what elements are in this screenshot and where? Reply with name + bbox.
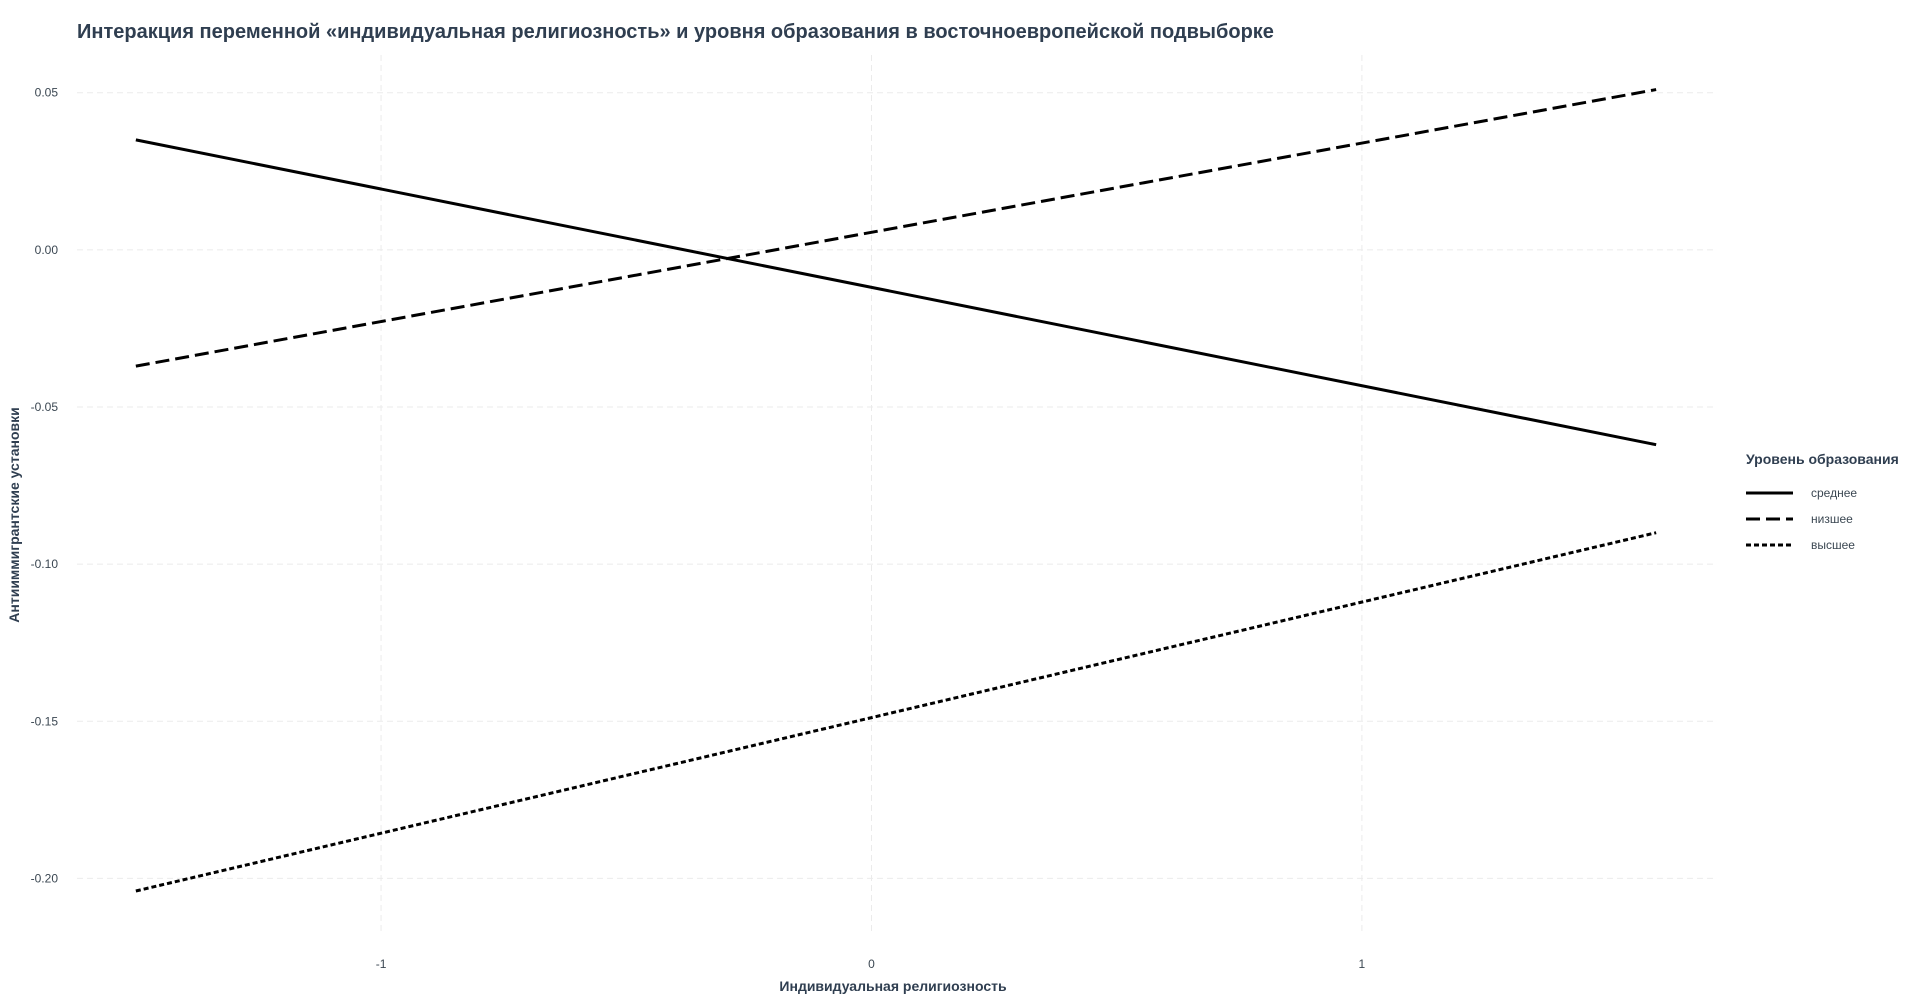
y-tick-label: 0.05 <box>35 86 59 100</box>
series-line-3 <box>135 531 1657 893</box>
y-axis-ticks: -0.20 -0.15 -0.10 -0.05 0.00 0.05 <box>31 86 59 886</box>
series-lines <box>135 88 1657 893</box>
y-tick-label: -0.10 <box>31 557 59 571</box>
legend-label: низшее <box>1811 512 1853 526</box>
series-line-1 <box>135 138 1657 447</box>
legend: Уровень образования среднее низшее высшее <box>1746 451 1899 552</box>
x-tick-label: 1 <box>1359 957 1366 971</box>
y-tick-label: 0.00 <box>35 243 59 257</box>
y-axis-title: Антииммигрантские установки <box>6 407 22 622</box>
y-tick-label: -0.05 <box>31 400 59 414</box>
x-tick-label: -1 <box>376 957 387 971</box>
x-tick-label: 0 <box>868 957 875 971</box>
chart-title: Интеракция переменной «индивидуальная ре… <box>77 21 1274 43</box>
legend-label: высшее <box>1811 538 1855 552</box>
y-tick-label: -0.15 <box>31 714 59 728</box>
x-axis-ticks: -1 0 1 <box>376 957 1366 971</box>
legend-label: среднее <box>1811 486 1857 500</box>
grid <box>77 55 1715 935</box>
series-line-2 <box>135 88 1657 368</box>
legend-title: Уровень образования <box>1746 451 1899 467</box>
x-axis-title: Индивидуальная религиозность <box>779 978 1007 994</box>
y-tick-label: -0.20 <box>31 871 59 885</box>
